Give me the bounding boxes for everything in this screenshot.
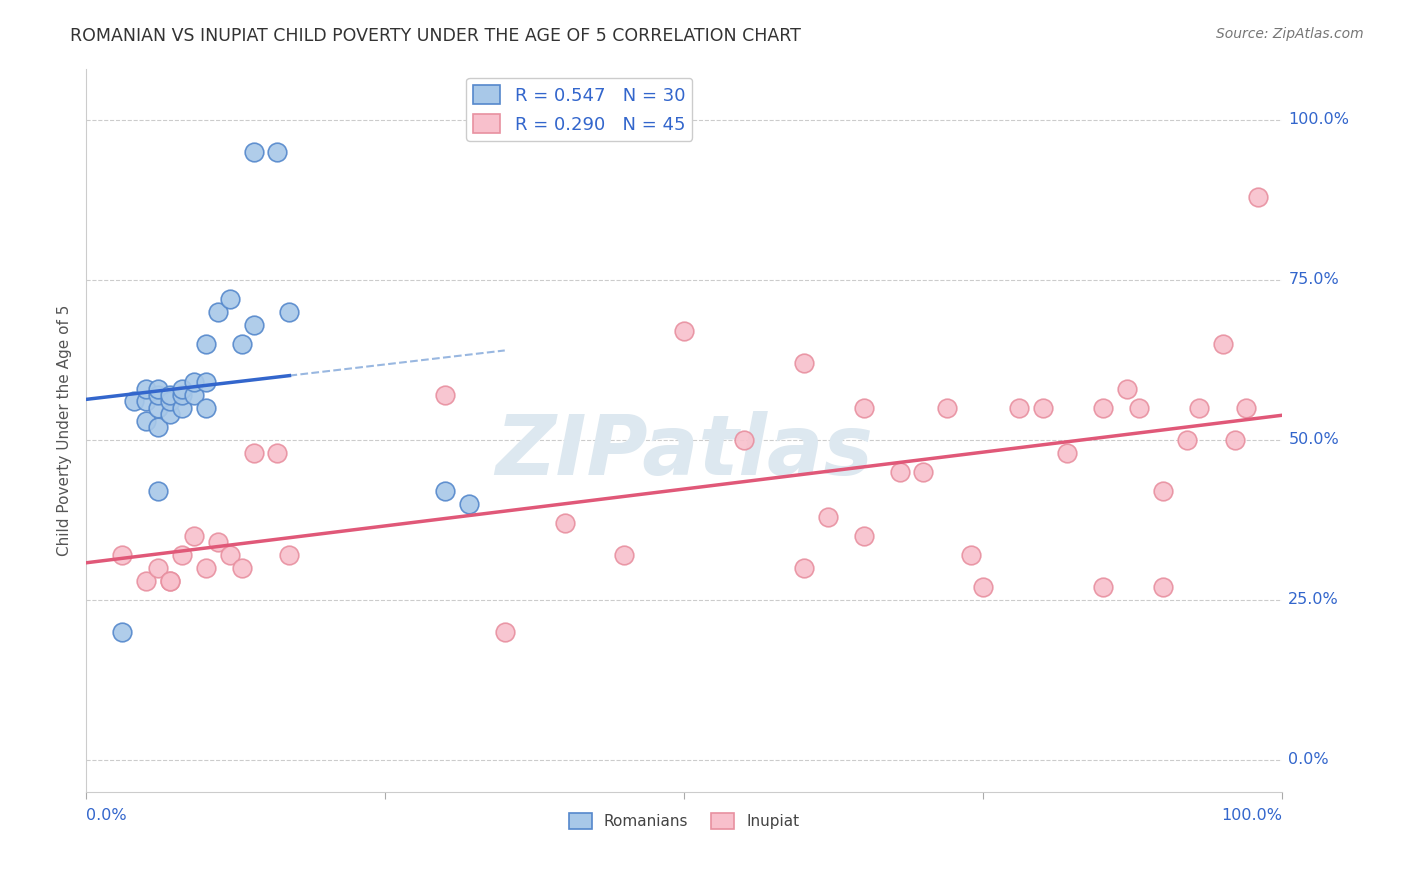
- Point: [207, 535, 229, 549]
- Point: [242, 318, 264, 332]
- Point: [231, 561, 253, 575]
- Point: [1032, 401, 1054, 415]
- Point: [1091, 401, 1114, 415]
- Point: [170, 548, 193, 562]
- Point: [194, 401, 217, 415]
- Point: [1128, 401, 1150, 415]
- Point: [159, 574, 181, 588]
- Point: [960, 548, 983, 562]
- Point: [146, 420, 169, 434]
- Point: [122, 394, 145, 409]
- Point: [673, 324, 696, 338]
- Point: [207, 305, 229, 319]
- Point: [242, 445, 264, 459]
- Point: [1247, 189, 1270, 203]
- Point: [1115, 382, 1137, 396]
- Point: [146, 382, 169, 396]
- Point: [111, 548, 134, 562]
- Point: [194, 376, 217, 390]
- Point: [170, 401, 193, 415]
- Text: 100.0%: 100.0%: [1288, 112, 1350, 128]
- Point: [613, 548, 636, 562]
- Point: [278, 305, 301, 319]
- Text: ROMANIAN VS INUPIAT CHILD POVERTY UNDER THE AGE OF 5 CORRELATION CHART: ROMANIAN VS INUPIAT CHILD POVERTY UNDER …: [70, 27, 801, 45]
- Text: 25.0%: 25.0%: [1288, 592, 1339, 607]
- Point: [170, 382, 193, 396]
- Point: [146, 484, 169, 499]
- Point: [494, 624, 516, 639]
- Point: [146, 388, 169, 402]
- Point: [242, 145, 264, 159]
- Text: 0.0%: 0.0%: [1288, 753, 1329, 767]
- Text: 50.0%: 50.0%: [1288, 433, 1339, 448]
- Point: [159, 394, 181, 409]
- Point: [218, 292, 240, 306]
- Point: [936, 401, 959, 415]
- Legend: Romanians, Inupiat: Romanians, Inupiat: [562, 806, 806, 835]
- Point: [146, 561, 169, 575]
- Text: 100.0%: 100.0%: [1222, 808, 1282, 823]
- Point: [159, 388, 181, 402]
- Text: ZIPatlas: ZIPatlas: [495, 411, 873, 492]
- Point: [1188, 401, 1211, 415]
- Point: [457, 497, 479, 511]
- Point: [266, 145, 288, 159]
- Point: [146, 401, 169, 415]
- Point: [1223, 433, 1246, 447]
- Point: [733, 433, 755, 447]
- Y-axis label: Child Poverty Under the Age of 5: Child Poverty Under the Age of 5: [58, 304, 72, 556]
- Point: [159, 407, 181, 421]
- Point: [183, 529, 205, 543]
- Point: [889, 465, 911, 479]
- Point: [1212, 336, 1234, 351]
- Point: [1056, 445, 1078, 459]
- Point: [793, 561, 815, 575]
- Point: [183, 388, 205, 402]
- Point: [135, 574, 157, 588]
- Point: [817, 509, 839, 524]
- Point: [852, 529, 875, 543]
- Point: [183, 376, 205, 390]
- Point: [135, 382, 157, 396]
- Point: [218, 548, 240, 562]
- Point: [433, 484, 456, 499]
- Point: [135, 414, 157, 428]
- Text: Source: ZipAtlas.com: Source: ZipAtlas.com: [1216, 27, 1364, 41]
- Point: [972, 580, 994, 594]
- Text: 75.0%: 75.0%: [1288, 272, 1339, 287]
- Point: [1236, 401, 1258, 415]
- Point: [793, 356, 815, 370]
- Text: 0.0%: 0.0%: [86, 808, 127, 823]
- Point: [266, 445, 288, 459]
- Point: [278, 548, 301, 562]
- Point: [1008, 401, 1031, 415]
- Point: [1175, 433, 1198, 447]
- Point: [1091, 580, 1114, 594]
- Point: [159, 574, 181, 588]
- Point: [111, 624, 134, 639]
- Point: [1152, 484, 1174, 499]
- Point: [194, 561, 217, 575]
- Point: [231, 336, 253, 351]
- Point: [852, 401, 875, 415]
- Point: [912, 465, 935, 479]
- Point: [135, 394, 157, 409]
- Point: [433, 388, 456, 402]
- Point: [194, 336, 217, 351]
- Point: [170, 388, 193, 402]
- Point: [1152, 580, 1174, 594]
- Point: [554, 516, 576, 530]
